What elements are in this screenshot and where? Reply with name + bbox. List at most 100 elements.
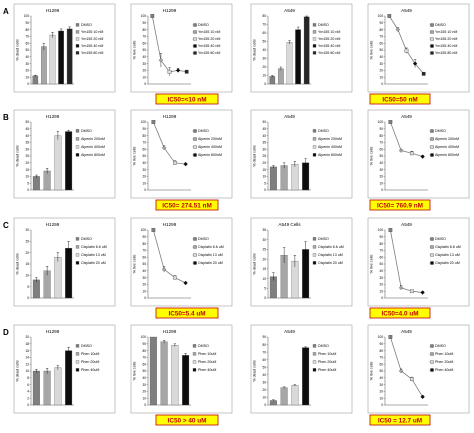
legend-label: Ym155 40 nM [81, 44, 103, 48]
legend-label: DMSO [198, 237, 209, 241]
legend-swatch [75, 352, 80, 356]
legend-label: Alpenin 200nM [318, 137, 342, 141]
y-tick-label: 2 [27, 396, 29, 400]
y-tick-label: 10 [25, 274, 29, 278]
data-point [173, 275, 177, 280]
legend-swatch [430, 44, 434, 48]
y-tick-label: 10 [379, 75, 383, 79]
y-tick-label: 20 [25, 335, 29, 339]
y-tick-label: 90 [379, 21, 383, 25]
legend-swatch [75, 37, 80, 41]
series-line [389, 336, 423, 398]
legend-swatch [75, 51, 80, 55]
bar [280, 387, 288, 406]
bar [32, 370, 40, 406]
y-tick-label: 40 [25, 134, 29, 138]
legend-label: Cisplatin 6.6 uM [318, 245, 344, 249]
y-tick-label: 35 [262, 228, 266, 232]
y-tick-label: 50 [142, 154, 146, 158]
legend-label: Alpenin 200nM [435, 137, 459, 141]
legend-label: Alpenin 800nM [81, 153, 105, 157]
legend-swatch [312, 137, 317, 141]
bar [65, 131, 73, 191]
legend-swatch [193, 51, 197, 55]
y-tick-label: 40 [142, 55, 146, 59]
y-tick-label: 0 [144, 188, 146, 192]
y-tick-label: 20 [142, 175, 146, 179]
y-tick-label: 50 [262, 120, 266, 124]
legend-label: Phen 10uM [198, 352, 216, 356]
panel-letter: D [3, 328, 9, 337]
y-axis-label: % dead cells [16, 360, 20, 382]
y-tick-label: 40 [379, 269, 383, 273]
legend-swatch [312, 145, 317, 149]
y-tick-label: 90 [142, 342, 146, 346]
ic50-box [155, 93, 219, 105]
y-tick-label: 15 [262, 267, 266, 271]
y-tick-label: 30 [142, 168, 146, 172]
y-tick-label: 0 [27, 403, 29, 407]
y-tick-label: 30 [142, 383, 146, 387]
ic50-label: IC50=4.0 uM [381, 311, 418, 318]
bar [291, 385, 299, 406]
legend-label: DMSO [81, 237, 92, 241]
y-tick-label: 0 [144, 82, 146, 86]
y-tick-label: 90 [379, 342, 383, 346]
ic50-label: IC50 = 12.7 uM [378, 418, 422, 425]
legend-swatch [75, 129, 80, 133]
legend-swatch [193, 137, 197, 141]
chart-frame [250, 324, 353, 414]
y-tick-label: 40 [262, 134, 266, 138]
data-point [421, 71, 426, 76]
legend-label: DMSO [318, 237, 329, 241]
y-axis-label: % live cells [370, 147, 374, 166]
legend-swatch [75, 44, 80, 48]
chart-title: A549 [284, 329, 295, 334]
y-tick-label: 30 [25, 62, 29, 66]
y-axis-label: % dead cells [253, 360, 257, 382]
chart: A549 % live cells 0 10 20 30 40 50 60 70 80 90 100 DM… [367, 217, 470, 307]
y-tick-label: 20 [142, 69, 146, 73]
y-axis-label: % live cells [133, 41, 137, 60]
panel-a: A H1299% dead cells0102030405060708090100… [3, 3, 470, 105]
y-tick-label: 80 [379, 242, 383, 246]
y-tick-label: 40 [262, 48, 266, 52]
y-tick-label: 0 [381, 296, 383, 300]
y-tick-label: 60 [379, 255, 383, 259]
legend-swatch [430, 23, 434, 27]
ic50-label: IC50=5.4 uM [168, 311, 205, 318]
legend-swatch [75, 261, 80, 265]
y-tick-label: 10 [262, 175, 266, 179]
y-tick-label: 50 [379, 154, 383, 158]
y-tick-label: 60 [262, 358, 266, 362]
y-tick-label: 50 [379, 262, 383, 266]
y-tick-label: 100 [378, 335, 384, 339]
legend-swatch [430, 253, 434, 257]
bar [49, 34, 56, 85]
y-tick-label: 20 [262, 161, 266, 165]
y-tick-label: 80 [142, 134, 146, 138]
y-tick-label: 30 [262, 147, 266, 151]
y-tick-label: 0 [27, 82, 29, 86]
legend-label: Cisplatin 20 uM [81, 261, 106, 265]
chart: A549 % live cells 0 10 20 30 40 50 60 70 80 90 100 DM… [367, 109, 470, 199]
panel-c: C H1299 % dead cells 0 5 10 15 20 25 30 DMSO Cispla… [3, 217, 470, 319]
y-tick-label: 30 [262, 238, 266, 242]
data-point [173, 160, 177, 165]
y-tick-label: 80 [142, 349, 146, 353]
legend-swatch [430, 129, 434, 133]
y-tick-label: 20 [142, 390, 146, 394]
legend-swatch [312, 360, 317, 364]
ic50-box [369, 414, 431, 426]
data-point [158, 57, 164, 63]
chart-title: A549 [401, 8, 412, 13]
legend-label: Alpenin 800nM [318, 153, 342, 157]
legend-label: DMSO [435, 344, 446, 348]
legend-label: DMSO [318, 23, 329, 27]
y-tick-label: 70 [379, 356, 383, 360]
legend-label: Ym155 20 nM [318, 37, 340, 41]
legend-label: Cisplatin 13 uM [435, 253, 460, 257]
bar [32, 75, 39, 85]
y-tick-label: 10 [142, 181, 146, 185]
